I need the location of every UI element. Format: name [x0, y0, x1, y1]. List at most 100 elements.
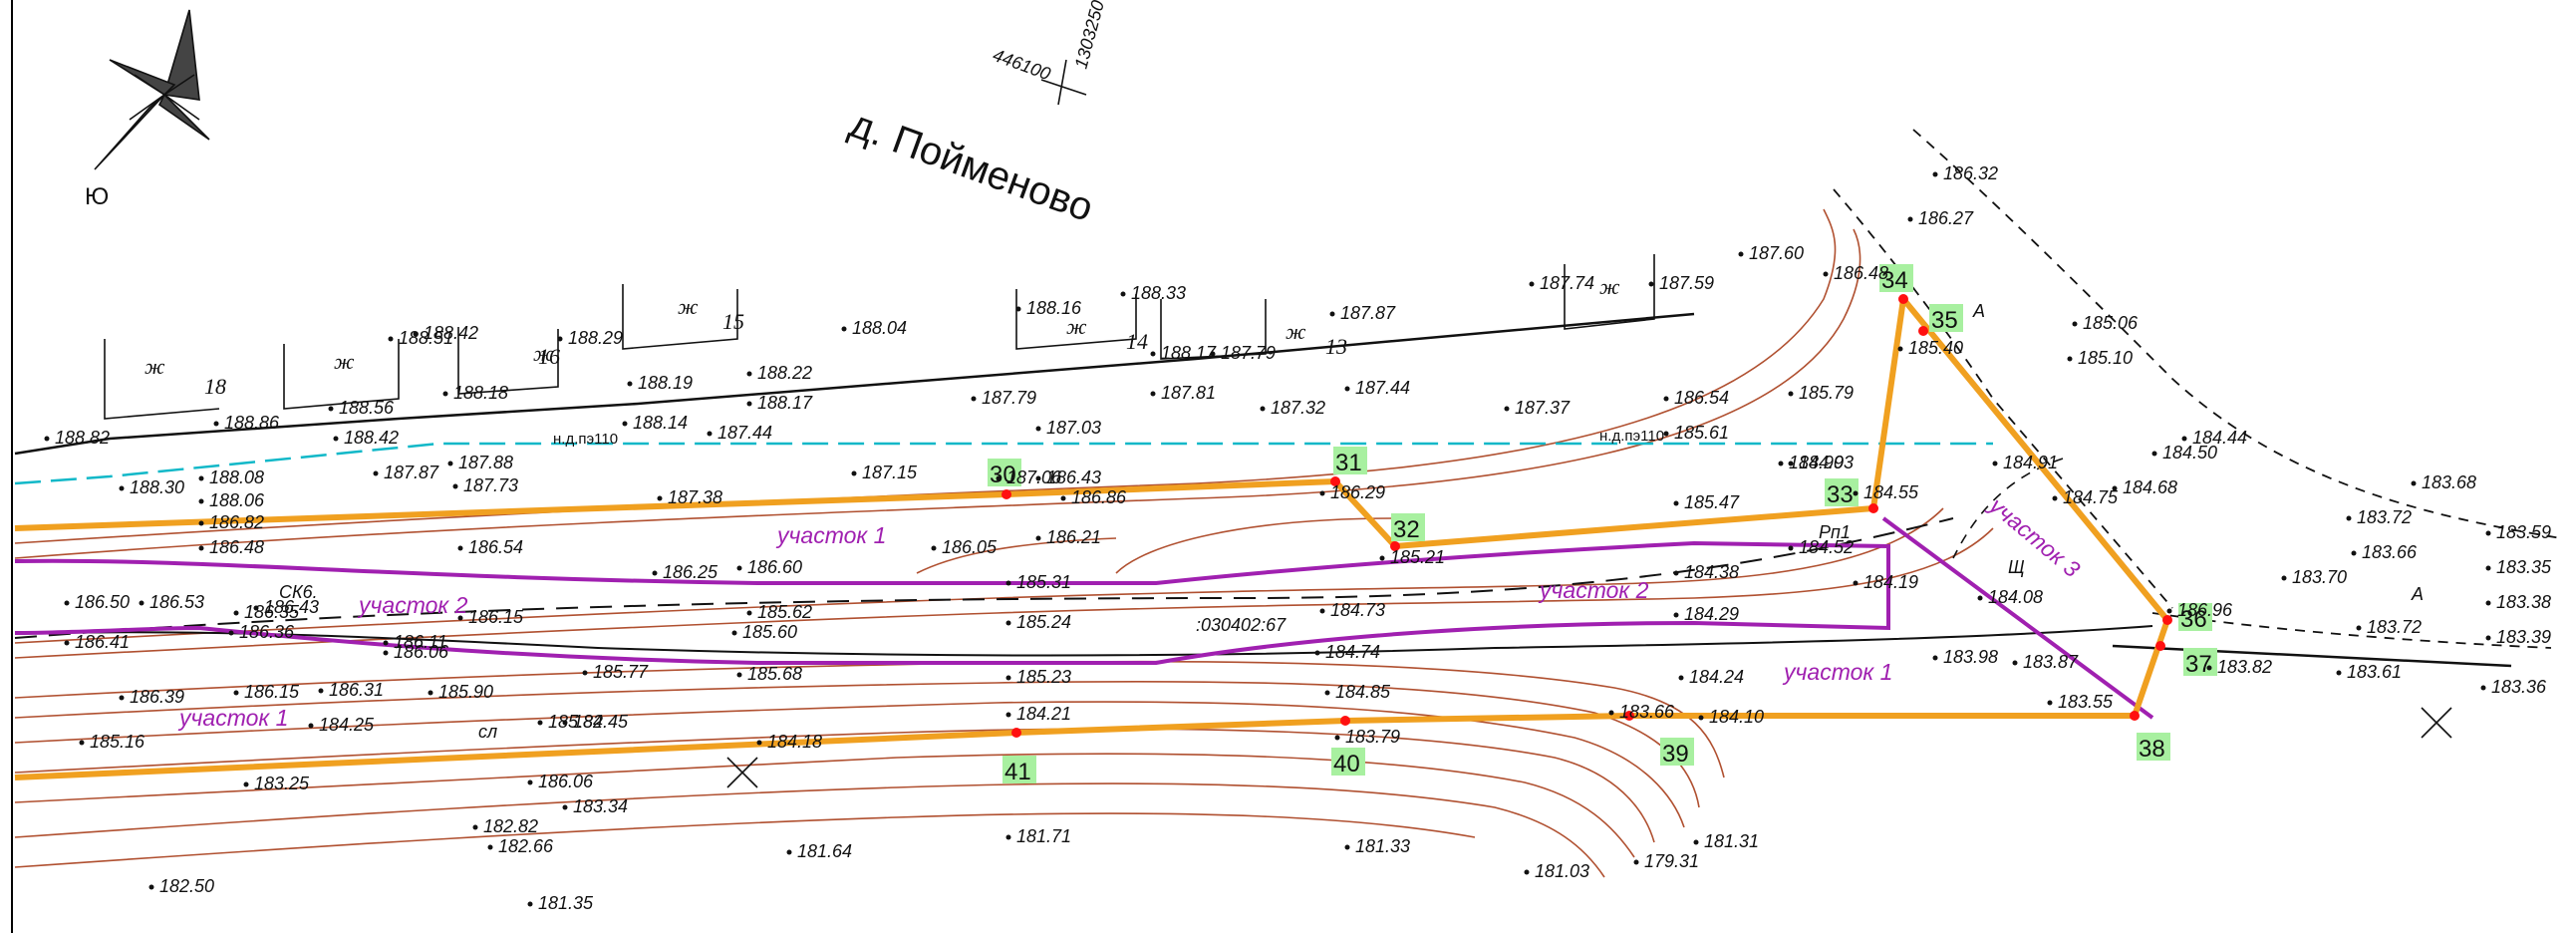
point-tag-bg	[1331, 748, 1365, 776]
elevation-label: 184.21	[1016, 704, 1071, 724]
buildings	[104, 254, 1655, 420]
elevation-point	[2151, 451, 2157, 457]
elevation-point	[1992, 461, 1998, 466]
elevation-point	[2072, 321, 2078, 327]
elevation-point	[1035, 426, 1041, 432]
elevation-point	[527, 779, 533, 785]
elevation-point	[786, 849, 792, 855]
elevation-point	[1379, 555, 1385, 561]
elevation-point	[627, 381, 633, 387]
elevation-label: 183.55	[2058, 692, 2114, 712]
elevation-labels: 188.82 188.30 188.86 188.08 188.06 188.56 188.…	[44, 163, 2552, 913]
elevation-point	[1035, 475, 1041, 481]
elevation-point	[388, 336, 394, 342]
building-number-label: 18	[204, 374, 226, 399]
elevation-label: 183.68	[2422, 472, 2476, 492]
elevation-label: 188.16	[1026, 298, 1082, 318]
elevation-point	[333, 436, 339, 442]
elevation-label: 187.79	[982, 388, 1036, 408]
elevation-point	[198, 475, 204, 481]
elevation-label: 183.25	[254, 774, 310, 793]
elevation-label: 183.98	[1943, 647, 1998, 667]
point-tag: 31	[1335, 450, 1362, 476]
elevation-label: 185.68	[747, 664, 802, 684]
elevation-label: 184.10	[1709, 707, 1764, 727]
elevation-label: 184.25	[319, 715, 375, 735]
elevation-label: 186.36	[239, 622, 295, 642]
elevation-label: 183.79	[1345, 727, 1400, 747]
elevation-point	[1329, 311, 1335, 317]
elevation-label: 185.24	[1016, 612, 1071, 632]
elevation-label: 185.40	[1908, 338, 1963, 358]
elevation-point	[428, 690, 433, 696]
elevation-label: 183.35	[2496, 557, 2552, 577]
elevation-label: 184.91	[2003, 453, 2058, 472]
elevation-label: 186.15	[244, 682, 300, 702]
elevation-point	[442, 391, 448, 397]
elevation-label: 187.44	[1355, 378, 1410, 398]
elevation-point	[746, 401, 752, 407]
elevation-point	[198, 520, 204, 526]
elevation-label: 185.90	[438, 682, 493, 702]
elevation-point	[1334, 735, 1340, 741]
elevation-point	[1932, 655, 1938, 661]
vertex-points	[1002, 294, 2172, 738]
elevation-label: 187.88	[458, 453, 513, 472]
elevation-label: 188.33	[1131, 283, 1186, 303]
elevation-point	[119, 695, 125, 701]
elevation-point	[756, 740, 762, 746]
elevation-point	[2480, 685, 2486, 691]
point-tag: 39	[1662, 741, 1689, 768]
elevation-point	[931, 545, 937, 551]
elevation-point	[328, 406, 334, 412]
elevation-point	[2336, 670, 2342, 676]
point-tag-bg	[1333, 447, 1367, 474]
elevation-point	[1673, 500, 1679, 506]
elevation-label: 183.34	[573, 796, 628, 816]
elevation-point	[1788, 545, 1794, 551]
elevation-point	[1633, 859, 1639, 865]
elevation-label: 184.52	[1799, 537, 1854, 557]
elevation-point	[2052, 495, 2058, 501]
elevation-label: 187.32	[1271, 398, 1325, 418]
elevation-point	[736, 565, 742, 571]
elevation-point	[1648, 281, 1654, 287]
elevation-point	[971, 396, 977, 402]
elevation-point	[1005, 675, 1011, 681]
elevation-label: 184.75	[2063, 487, 2119, 507]
point-tag-bg	[1391, 513, 1425, 541]
elevation-point	[1150, 351, 1156, 357]
elevation-label: 186.05	[942, 537, 998, 557]
point-tag: 40	[1333, 751, 1360, 778]
elevation-label: 186.41	[75, 632, 130, 652]
point-tag: 35	[1931, 307, 1958, 334]
elevation-label: 184.08	[1988, 587, 2043, 607]
cadastre-number: :030402:67	[1196, 615, 1287, 635]
elevation-label: 186.53	[149, 592, 204, 612]
elevation-label: 186.54	[468, 537, 523, 557]
elevation-label: 185.82	[548, 712, 603, 732]
road-boundary	[14, 442, 1993, 485]
elevation-point	[731, 630, 737, 636]
road-label-left: н.д.пэ110	[553, 431, 618, 448]
elevation-label: 187.87	[1340, 303, 1396, 323]
plot-label-p1-right: участок 1	[1782, 659, 1892, 685]
elevation-label: 186.48	[1834, 263, 1888, 283]
plot-2-boundary	[14, 540, 1890, 665]
elevation-point	[2047, 700, 2053, 706]
elevation-point	[1673, 570, 1679, 576]
point-tag: 33	[1827, 481, 1854, 508]
elevation-point	[1150, 391, 1156, 397]
point-tag-bg	[1002, 756, 1036, 783]
elevation-label: 187.03	[1046, 418, 1101, 438]
elevation-label: 183.66	[2362, 542, 2418, 562]
point-tag: 36	[2180, 606, 2207, 633]
elevation-label: 186.54	[1674, 388, 1729, 408]
elevation-label: 183.82	[2217, 657, 2272, 677]
elevation-point	[2012, 660, 2018, 666]
elevation-point	[1738, 251, 1744, 257]
building-type-label: ж	[1066, 314, 1087, 339]
plot-label-p1-left: участок 1	[177, 705, 288, 731]
elevation-label: 184.29	[1684, 604, 1739, 624]
